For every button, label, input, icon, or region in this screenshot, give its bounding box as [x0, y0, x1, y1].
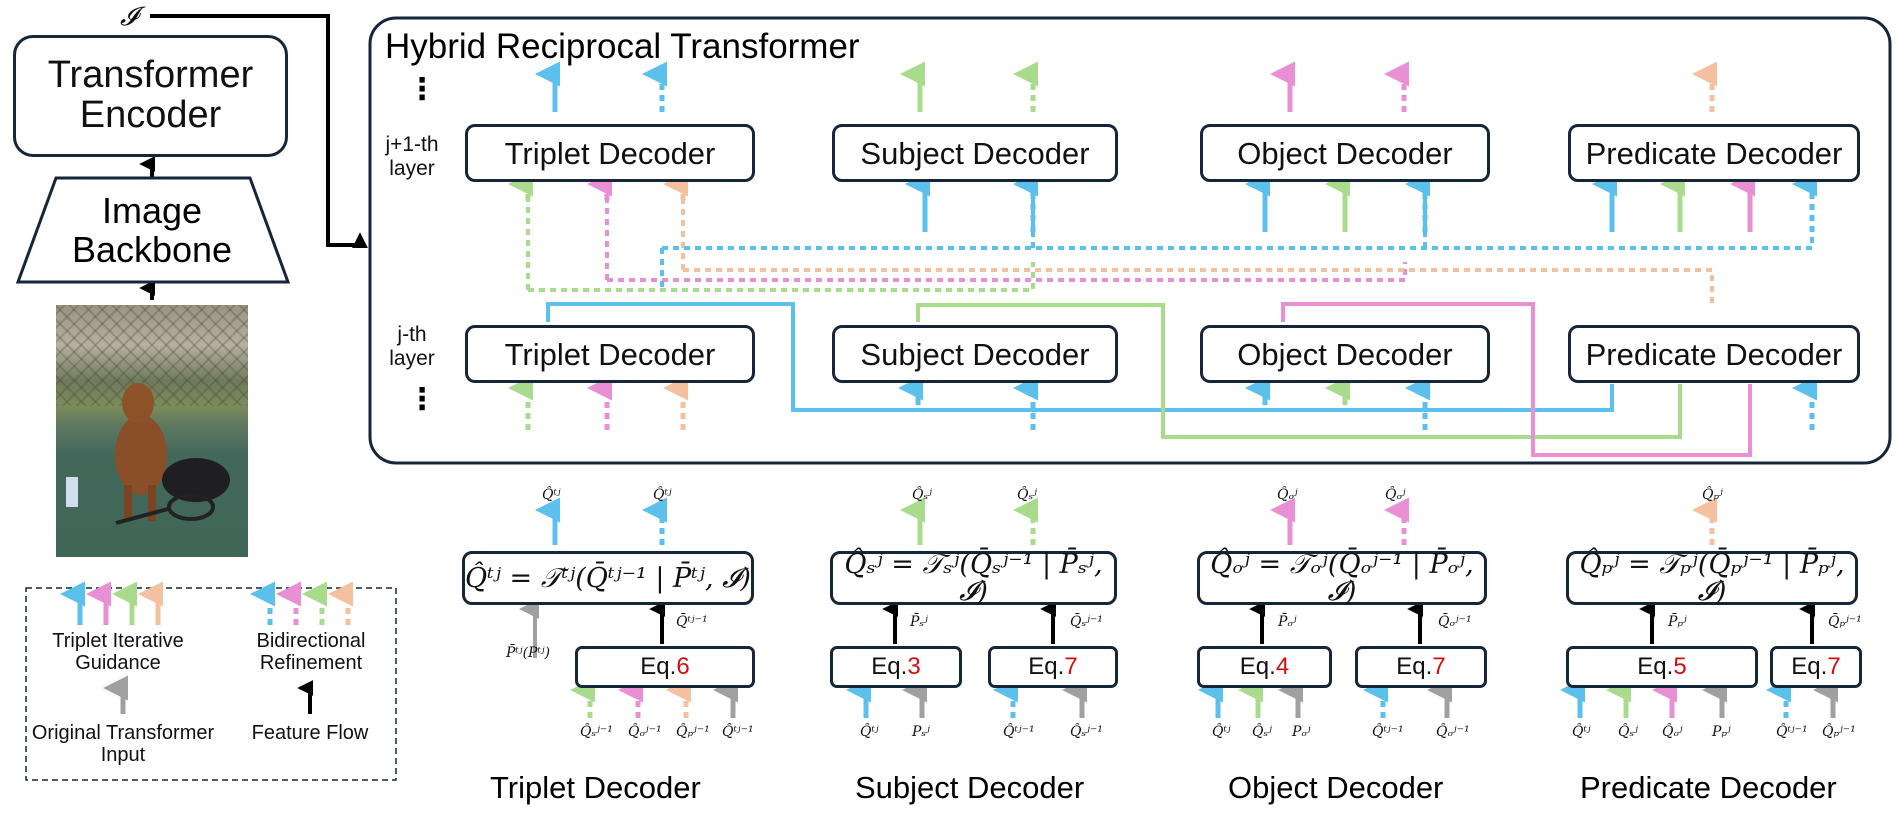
subject-input-3: Q̂ᵗʲ⁻¹ [1003, 724, 1035, 740]
object-flow-label-2: Q̄ₒʲ⁻¹ [1438, 614, 1472, 630]
subject-caption: Subject Decoder [855, 770, 1085, 805]
layer-label-upper: j+1-th layer [385, 133, 439, 181]
legend-triplet-iterative-guidance: Triplet Iterative Guidance [52, 630, 184, 674]
racket-handle [115, 507, 169, 525]
predicate-input-1: Q̂ᵗʲ [1572, 724, 1591, 740]
triplet-output-1: Q̂ᵗʲ [542, 487, 561, 503]
legend-graphics [25, 581, 397, 781]
predicate-caption: Predicate Decoder [1580, 770, 1837, 805]
triplet-input-3: Q̂ₚʲ⁻¹ [676, 724, 710, 740]
legend-feature-flow: Feature Flow [251, 722, 369, 744]
hrt-arrows [508, 61, 1817, 457]
triplet-side-label: P̄ᵗʲ(Pᵗʲ) [506, 645, 551, 661]
upper-triplet-decoder: Triplet Decoder [465, 124, 755, 182]
object-guidance-path [1281, 302, 1752, 457]
upper-subject-decoder: Subject Decoder [832, 124, 1118, 182]
predicate-eq-ref-7: Eq. 7 [1770, 646, 1862, 688]
lower-predicate-decoder: Predicate Decoder [1568, 325, 1860, 383]
racket [167, 493, 215, 521]
predicate-input-2: Q̂ₛʲ [1618, 724, 1638, 740]
triplet-input-4: Q̂ᵗʲ⁻¹ [722, 724, 754, 740]
predicate-equation: Q̂ₚʲ = 𝒯ₚʲ(Q̄ₚʲ⁻¹ | P̄ₚʲ, 𝓘) [1566, 551, 1858, 605]
triplet-output-2: Q̂ᵗʲ [653, 487, 672, 503]
object-equation: Q̂ₒʲ = 𝒯ₒʲ(Q̄ₒʲ⁻¹ | P̄ₒʲ, 𝓘) [1197, 551, 1487, 605]
subject-cross-link [528, 262, 1035, 292]
subject-output-2: Q̂ₛʲ [1017, 487, 1037, 503]
dog-scene [66, 383, 230, 525]
image-backbone-label: Image Backbone [71, 190, 233, 270]
upper-object-decoder: Object Decoder [1200, 124, 1490, 182]
bottle [66, 477, 78, 507]
subject-eq-ref-7: Eq. 7 [988, 646, 1118, 688]
legend-frame [25, 587, 397, 781]
subject-eq-ref-3: Eq. 3 [830, 646, 962, 688]
legend-bidirectional-refinement: Bidirectional Refinement [256, 630, 366, 674]
dog-leg [148, 485, 156, 521]
predicate-eq-ref-5: Eq. 5 [1566, 646, 1758, 688]
triplet-input-2: Q̂ₒʲ⁻¹ [628, 724, 662, 740]
triplet-input-1: Q̂ₛʲ⁻¹ [580, 724, 613, 740]
backbone-trapezoid [15, 176, 291, 284]
object-input-5: Q̂ₒʲ⁻¹ [1436, 724, 1470, 740]
object-output-1: Q̂ₒʲ [1277, 487, 1298, 503]
transformer-encoder: Transformer Encoder [13, 35, 288, 157]
triplet-caption: Triplet Decoder [490, 770, 701, 805]
hrt-title: Hybrid Reciprocal Transformer [385, 27, 860, 66]
layer-label-lower: j-th layer [389, 323, 435, 371]
dog-body [115, 415, 167, 495]
lower-triplet-decoder: Triplet Decoder [465, 325, 755, 383]
fence-texture [56, 305, 248, 406]
lower-subject-decoder: Subject Decoder [832, 325, 1118, 383]
subject-equation: Q̂ₛʲ = 𝒯ₛʲ(Q̄ₛʲ⁻¹ | P̄ₛʲ, 𝓘) [830, 551, 1117, 605]
object-cross-link [607, 262, 1407, 282]
input-image [56, 305, 248, 557]
input-symbol: 𝓘 [120, 2, 138, 32]
object-caption: Object Decoder [1228, 770, 1444, 805]
predicate-input-4: Pₚʲ [1712, 724, 1731, 740]
object-output-2: Q̂ₒʲ [1385, 487, 1406, 503]
predicate-flow-label-1: P̄ₚʲ [1668, 614, 1687, 630]
object-eq-ref-4: Eq. 4 [1197, 646, 1332, 688]
triplet-flow-label: Q̄ᵗʲ⁻¹ [676, 614, 708, 630]
predicate-flow-label-2: Q̄ₚʲ⁻¹ [1828, 614, 1862, 630]
predicate-cross-link [683, 268, 1714, 308]
subject-flow-label-1: P̄ₛʲ [910, 614, 928, 630]
hrt-frame [368, 16, 1892, 465]
object-eq-ref-7: Eq. 7 [1355, 646, 1487, 688]
object-input-4: Q̂ᵗʲ⁻¹ [1372, 724, 1404, 740]
triplet-eq-ref-6: Eq. 6 [575, 646, 755, 688]
triplet-guidance-path [546, 302, 1614, 412]
ellipsis-bottom: ⋮ [407, 383, 437, 416]
object-input-2: Q̂ₛʲ [1252, 724, 1272, 740]
subject-input-2: Pₛʲ [912, 724, 930, 740]
predicate-input-3: Q̂ₒʲ [1662, 724, 1683, 740]
dog-leg [124, 485, 132, 521]
input-path [150, 14, 368, 249]
triplet-equation: Q̂ᵗʲ = 𝒯ᵗʲ(Q̄ᵗʲ⁻¹ | P̄ᵗʲ, 𝓘) [462, 551, 754, 605]
legend-original-transformer-input: Original Transformer Input [31, 722, 215, 766]
subject-guidance-path [916, 303, 1682, 439]
subject-input-4: Q̂ₛʲ⁻¹ [1070, 724, 1103, 740]
predicate-input-6: Q̂ₚʲ⁻¹ [1822, 724, 1856, 740]
predicate-output-1: Q̂ₚʲ [1702, 487, 1723, 503]
lower-object-decoder: Object Decoder [1200, 325, 1490, 383]
triplet-refine-cross-link [662, 190, 1814, 250]
bag [162, 458, 230, 502]
predicate-input-5: Q̂ᵗʲ⁻¹ [1776, 724, 1808, 740]
object-flow-label-1: P̄ₒʲ [1278, 614, 1297, 630]
object-input-3: Pₒʲ [1292, 724, 1311, 740]
subject-flow-label-2: Q̄ₛʲ⁻¹ [1070, 614, 1103, 630]
backbone-shape [15, 176, 291, 284]
subject-output-1: Q̂ₛʲ [912, 487, 932, 503]
upper-predicate-decoder: Predicate Decoder [1568, 124, 1860, 182]
subject-input-1: Q̂ᵗʲ [860, 724, 879, 740]
detail-arrows [519, 497, 1838, 718]
ellipsis-top: ⋮ [407, 73, 437, 106]
object-input-1: Q̂ᵗʲ [1212, 724, 1231, 740]
dog-head [122, 383, 154, 423]
